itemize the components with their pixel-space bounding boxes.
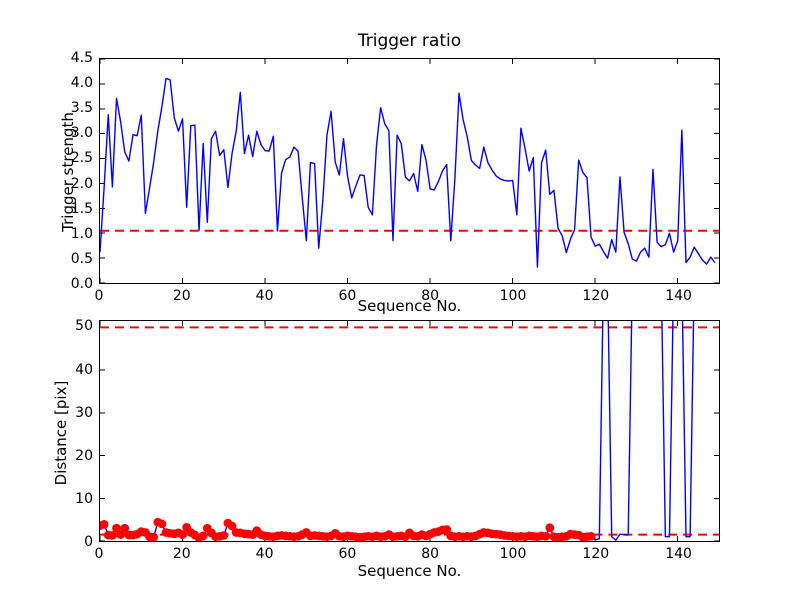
x-tick-label: 40 <box>255 546 274 562</box>
y-tick-label: 0 <box>84 534 93 550</box>
y-tick-label: 2.5 <box>70 150 93 167</box>
y-tick-label: 4.5 <box>70 50 93 66</box>
x-axis-label-sequence-no-top: Sequence No. <box>357 297 462 315</box>
x-tick-label: 20 <box>172 288 191 304</box>
axes-distance <box>99 320 720 542</box>
y-tick-label: 20 <box>75 447 93 464</box>
y-tick-label: 1.5 <box>70 200 93 217</box>
y-tick-label: 30 <box>75 404 93 421</box>
y-tick-label: 4.0 <box>70 75 93 92</box>
y-tick-label: 3.5 <box>70 100 93 117</box>
x-axis-label-sequence-no-bottom: Sequence No. <box>357 562 462 580</box>
x-tick-label: 40 <box>255 288 274 304</box>
y-tick-label: 40 <box>75 361 93 378</box>
y-axis-label-distance: Distance [pix] <box>52 380 70 486</box>
x-tick-label: 140 <box>665 288 692 304</box>
plot-area-distance <box>100 321 719 541</box>
x-tick-label: 20 <box>172 546 191 562</box>
chart-title-trigger-ratio: Trigger ratio <box>357 31 462 51</box>
plot-area-trigger-ratio <box>100 59 719 283</box>
x-tick-label: 100 <box>499 288 527 304</box>
x-tick-label: 80 <box>421 288 440 304</box>
y-tick-label: 1.0 <box>70 225 93 242</box>
y-tick-label: 3.0 <box>70 125 93 142</box>
x-tick-label: 100 <box>499 546 527 562</box>
axes-trigger-ratio <box>99 58 720 284</box>
x-tick-label: 140 <box>665 546 692 562</box>
y-tick-label: 10 <box>75 490 93 507</box>
x-tick-label: 0 <box>94 546 104 562</box>
x-tick-label: 120 <box>582 546 610 562</box>
x-tick-label: 80 <box>421 546 440 562</box>
x-tick-label: 60 <box>338 288 357 304</box>
y-tick-label: 0.5 <box>70 250 93 267</box>
x-tick-label: 120 <box>582 288 610 304</box>
y-tick-label: 0.0 <box>70 276 93 292</box>
y-tick-label: 2.0 <box>70 175 93 192</box>
y-tick-label: 50 <box>75 318 93 335</box>
x-tick-label: 0 <box>94 288 104 304</box>
x-tick-label: 60 <box>338 546 357 562</box>
